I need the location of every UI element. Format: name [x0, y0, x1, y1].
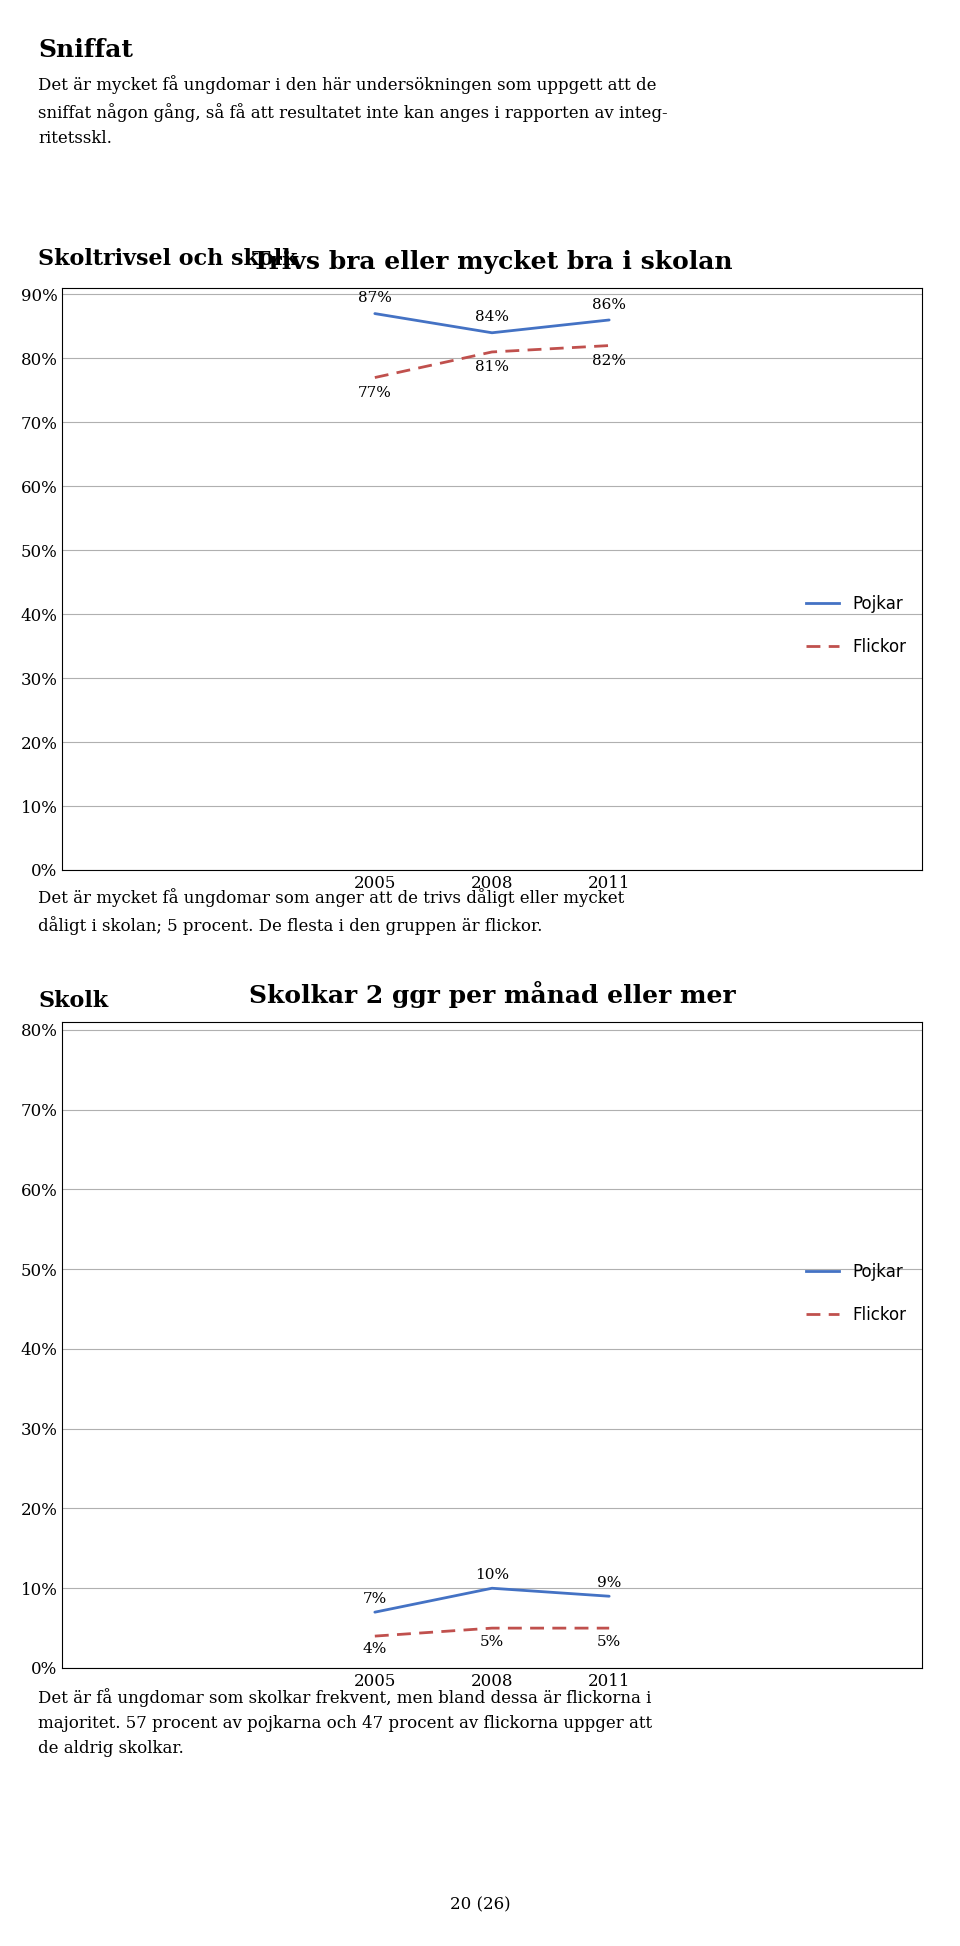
Pojkar	[369, 302, 380, 325]
Text: 81%: 81%	[475, 360, 509, 374]
Text: 77%: 77%	[358, 385, 392, 399]
Line: Flickor: Flickor	[374, 346, 610, 378]
Text: Skolk: Skolk	[38, 991, 108, 1012]
Text: 4%: 4%	[363, 1642, 387, 1656]
Text: Det är få ungdomar som skolkar frekvent, men bland dessa är flickorna i
majorite: Det är få ungdomar som skolkar frekvent,…	[38, 1687, 653, 1757]
Pojkar	[486, 321, 497, 344]
Line: Pojkar: Pojkar	[374, 313, 610, 333]
Flickor	[486, 341, 497, 364]
Legend: Pojkar, Flickor: Pojkar, Flickor	[800, 588, 913, 664]
Text: 5%: 5%	[597, 1635, 621, 1648]
Pojkar	[604, 1584, 615, 1607]
Text: Det är mycket få ungdomar i den här undersökningen som uppgett att de
sniffat nå: Det är mycket få ungdomar i den här unde…	[38, 76, 668, 146]
Text: 82%: 82%	[592, 354, 626, 368]
Pojkar	[369, 1600, 380, 1623]
Legend: Pojkar, Flickor: Pojkar, Flickor	[800, 1257, 913, 1331]
Flickor	[604, 1617, 615, 1640]
Text: 5%: 5%	[480, 1635, 504, 1648]
Text: 86%: 86%	[592, 298, 626, 311]
Title: Skolkar 2 ggr per månad eller mer: Skolkar 2 ggr per månad eller mer	[249, 981, 735, 1008]
Text: 9%: 9%	[597, 1576, 621, 1590]
Text: 20 (26): 20 (26)	[449, 1895, 511, 1913]
Flickor	[369, 1625, 380, 1648]
Line: Pojkar: Pojkar	[374, 1588, 610, 1611]
Text: Skoltrivsel och skolk: Skoltrivsel och skolk	[38, 247, 298, 270]
Title: Trivs bra eller mycket bra i skolan: Trivs bra eller mycket bra i skolan	[252, 249, 732, 274]
Text: 7%: 7%	[363, 1592, 387, 1605]
Flickor	[604, 335, 615, 358]
Pojkar	[486, 1576, 497, 1600]
Flickor	[486, 1617, 497, 1640]
Text: 87%: 87%	[358, 292, 392, 306]
Line: Flickor: Flickor	[374, 1629, 610, 1637]
Text: 84%: 84%	[475, 311, 509, 325]
Text: 10%: 10%	[475, 1568, 509, 1582]
Pojkar	[604, 307, 615, 331]
Text: Det är mycket få ungdomar som anger att de trivs dåligt eller mycket
dåligt i sk: Det är mycket få ungdomar som anger att …	[38, 887, 625, 934]
Flickor	[369, 366, 380, 389]
Text: Sniffat: Sniffat	[38, 39, 133, 62]
